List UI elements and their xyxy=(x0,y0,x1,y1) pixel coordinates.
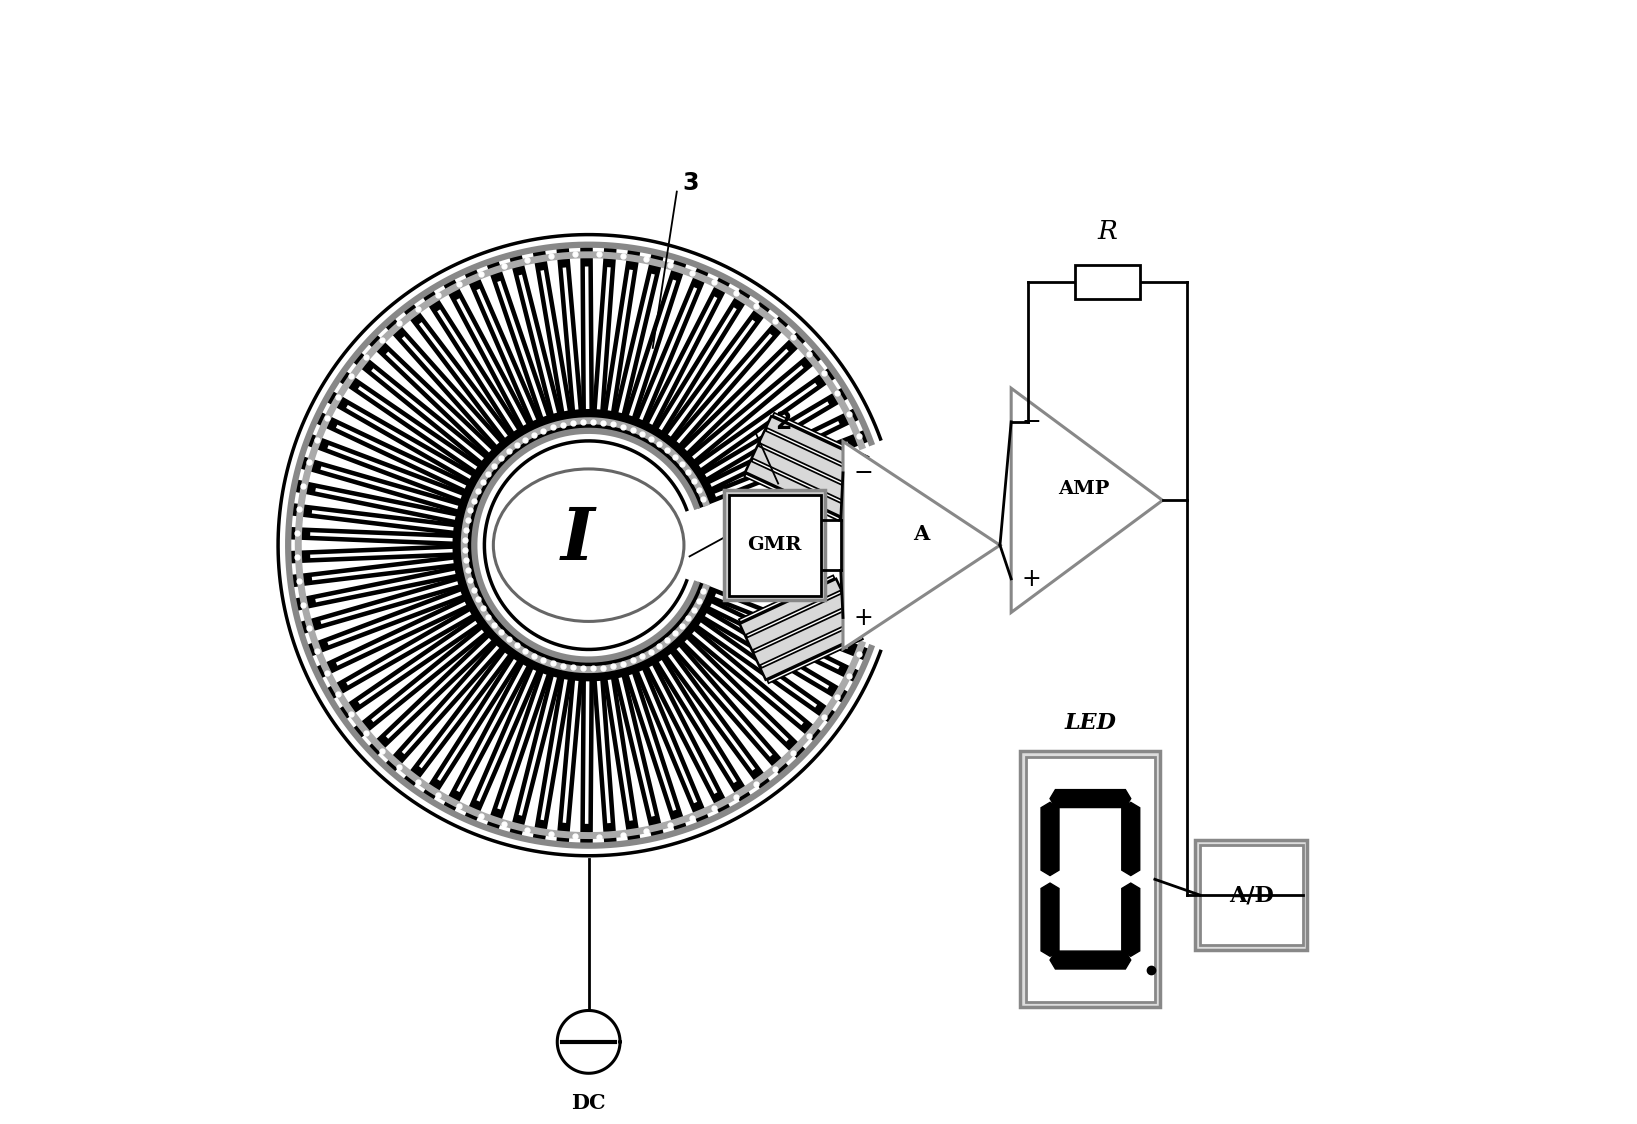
Polygon shape xyxy=(843,442,1000,649)
Bar xyxy=(1076,265,1139,299)
Bar xyxy=(728,495,820,596)
Polygon shape xyxy=(740,579,863,680)
Text: I: I xyxy=(560,504,594,575)
Bar xyxy=(1020,752,1161,1007)
Text: DC: DC xyxy=(571,1094,606,1114)
Text: R: R xyxy=(1098,219,1118,244)
Bar xyxy=(1200,844,1303,945)
Polygon shape xyxy=(1049,789,1131,807)
Text: A/D: A/D xyxy=(1229,883,1274,906)
Text: 2: 2 xyxy=(776,410,792,434)
Polygon shape xyxy=(745,416,868,517)
Text: A: A xyxy=(913,524,930,544)
Text: 1: 1 xyxy=(751,507,768,532)
Text: +: + xyxy=(1021,566,1041,591)
Ellipse shape xyxy=(493,469,684,622)
Polygon shape xyxy=(1012,388,1162,613)
Polygon shape xyxy=(1041,883,1059,957)
Text: 3: 3 xyxy=(683,171,699,194)
Polygon shape xyxy=(1121,883,1139,957)
Polygon shape xyxy=(1121,803,1139,876)
Bar xyxy=(1026,758,1154,1001)
Polygon shape xyxy=(1041,803,1059,876)
Text: −: − xyxy=(1021,410,1041,434)
Polygon shape xyxy=(303,260,858,831)
Text: +: + xyxy=(853,606,873,629)
Text: GMR: GMR xyxy=(748,536,802,554)
Bar xyxy=(1195,840,1308,950)
Bar xyxy=(724,490,825,600)
Text: AMP: AMP xyxy=(1058,480,1110,498)
Text: LED: LED xyxy=(1064,713,1116,734)
Text: −: − xyxy=(853,461,873,484)
Polygon shape xyxy=(1049,951,1131,969)
